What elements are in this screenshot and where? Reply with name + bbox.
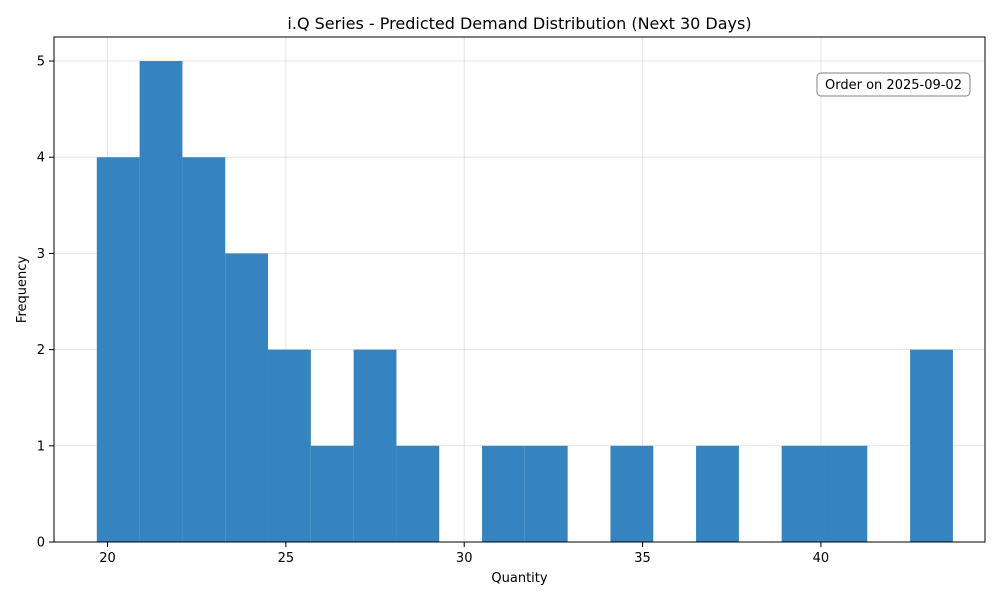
plot-frame	[53, 36, 986, 543]
histogram-bar-11	[610, 445, 654, 542]
histogram-bar-5	[268, 349, 311, 542]
histogram-bars	[96, 61, 953, 543]
histogram-bar-4	[225, 253, 269, 542]
histogram-bar-15	[910, 349, 953, 542]
y-axis-ticks: 0 1 2 3 4 5	[37, 55, 54, 551]
histogram-bar-14	[824, 445, 868, 542]
histogram-bar-3	[182, 157, 226, 542]
histogram-bar-13	[781, 445, 825, 542]
histogram-bar-2	[139, 61, 183, 543]
y-axis-label: Frequency	[15, 256, 30, 323]
y-tick-label: 2	[37, 343, 45, 358]
histogram-bar-10	[524, 445, 568, 542]
x-tick-label: 20	[99, 551, 116, 566]
y-tick-label: 1	[37, 439, 45, 454]
y-tick-label: 5	[37, 55, 45, 70]
histogram-bar-7	[353, 349, 397, 542]
y-tick-label: 0	[37, 536, 45, 551]
histogram-bar-12	[696, 445, 739, 542]
x-axis-ticks: 20 25 30 35 40	[99, 542, 829, 566]
x-tick-label: 35	[634, 551, 651, 566]
annotation-frame	[816, 72, 971, 97]
y-tick-label: 4	[37, 151, 45, 166]
x-tick-label: 40	[813, 551, 830, 566]
histogram-bar-9	[482, 445, 525, 542]
chart-title: i.Q Series - Predicted Demand Distributi…	[287, 14, 751, 33]
histogram-bar-6	[310, 445, 354, 542]
x-axis-label: Quantity	[491, 571, 547, 586]
annotation-box: Order on 2025-09-02	[816, 72, 971, 97]
histogram-bar-8	[396, 445, 440, 542]
histogram-bar-1	[96, 157, 140, 542]
x-tick-label: 30	[456, 551, 473, 566]
annotation-text: Order on 2025-09-02	[825, 78, 962, 93]
x-tick-label: 25	[278, 551, 295, 566]
y-tick-label: 3	[37, 247, 45, 262]
